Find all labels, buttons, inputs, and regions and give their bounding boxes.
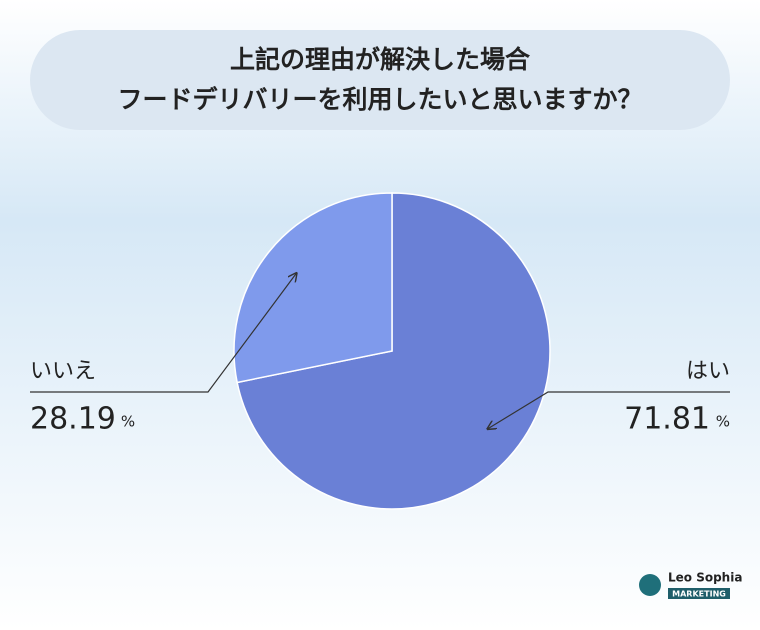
brand-tag: MARKETING [672, 590, 726, 599]
leader-line [487, 391, 730, 429]
brand-tag-box [668, 588, 730, 599]
logo-icon [639, 574, 661, 596]
value-suffix: % [121, 413, 135, 431]
value-label: 71.81 [624, 402, 710, 437]
chart-title: フードデリバリーを利用したいと思いますか？ [117, 85, 642, 114]
chart-title: 上記の理由が解決した場合 [230, 45, 531, 74]
leader-line [30, 273, 297, 393]
pie-slice [236, 192, 551, 510]
pie-slice [233, 192, 393, 384]
slice-label: いいえ [30, 359, 96, 384]
slice-label: はい [686, 359, 730, 384]
title-box [30, 30, 730, 130]
brand-name: Leo Sophia [668, 571, 742, 585]
logo: Leo Sophia MARKETING [639, 571, 742, 599]
value-label: 28.19 [30, 402, 116, 437]
value-suffix: % [716, 413, 730, 431]
